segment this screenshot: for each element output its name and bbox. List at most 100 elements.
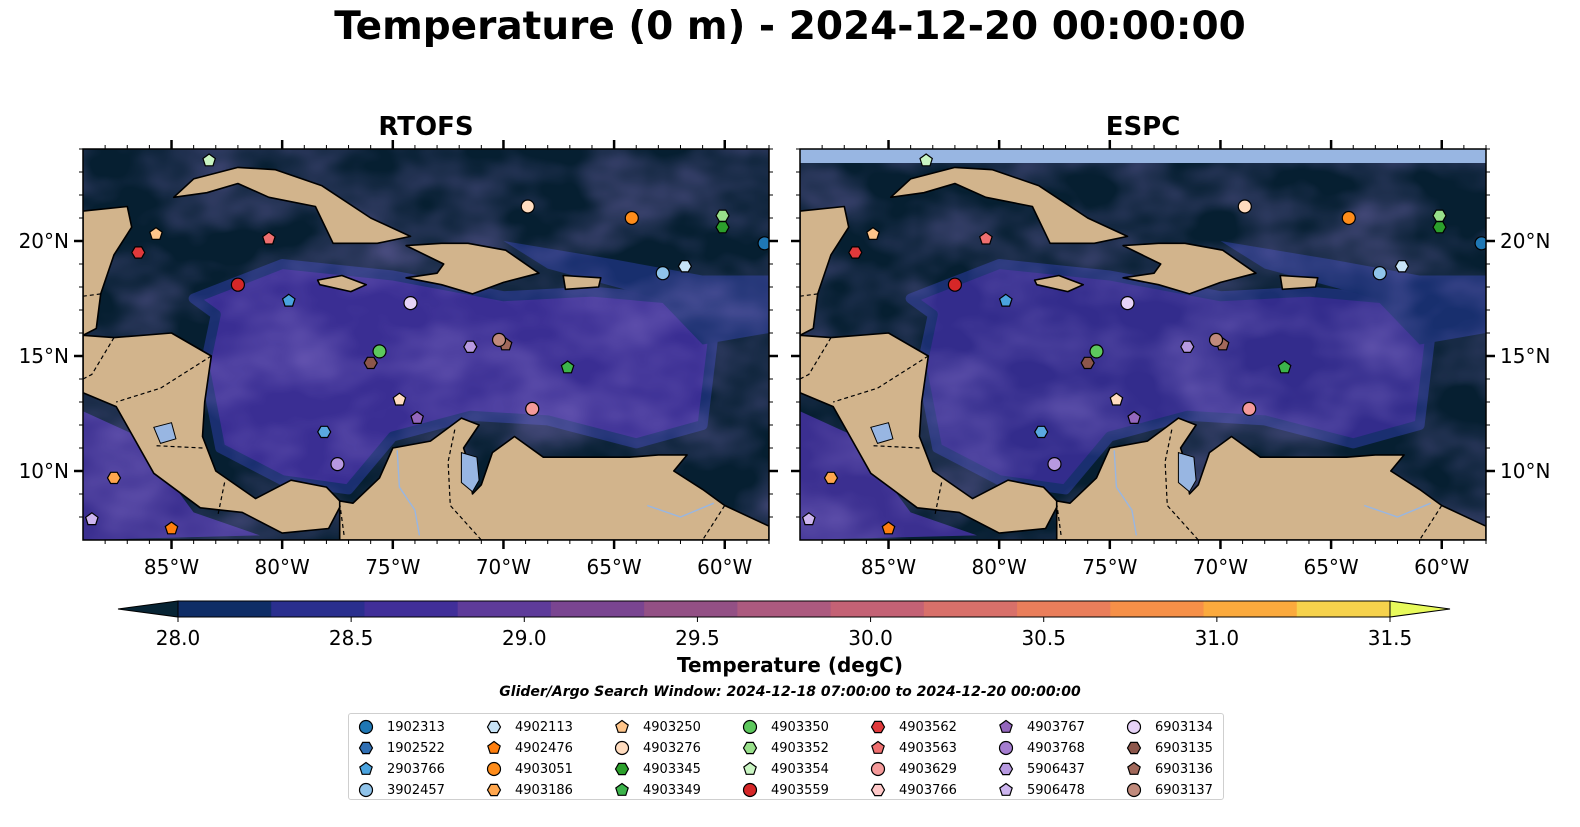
legend-marker-4903354 [743, 761, 757, 775]
country-border [339, 503, 345, 536]
lon-tick-label: 85°W [144, 555, 199, 579]
float-marker-6903134 [1120, 296, 1135, 311]
legend-marker-4902113 [486, 720, 502, 734]
float-marker-6903135 [1080, 356, 1095, 370]
float-marker-4903354 [919, 153, 934, 167]
colorbar: 28.0 28.5 29.0 29.5 30.0 30.5 31.0 31.5 [117, 600, 1451, 650]
lake-polygon [1177, 451, 1197, 493]
legend-marker-icon [615, 782, 629, 796]
legend-label: 6903134 [1155, 719, 1213, 735]
legend-entry-1902522: 1902522 [357, 738, 445, 758]
float-marker-extra-1 [317, 425, 332, 439]
float-marker-6903135 [363, 356, 378, 370]
search-window-text: Glider/Argo Search Window: 2024-12-18 07… [499, 684, 1081, 700]
colorbar-tick-label: 29.0 [502, 626, 547, 650]
colorbar-tick-label: 30.5 [1021, 626, 1066, 650]
legend-label: 4903766 [899, 782, 957, 798]
legend-entry-4902113: 4902113 [485, 717, 573, 737]
float-marker-6903137 [1208, 332, 1224, 347]
map-panel-espc: 85°W 80°W 75°W 70°W 65°W 60°W 10°N 15°N 20°N [791, 140, 1550, 579]
colorbar-segment [178, 601, 272, 617]
legend-entry-4903562: 4903562 [869, 717, 957, 737]
legend-marker-icon [1126, 719, 1142, 735]
legend-entry-4903276: 4903276 [613, 738, 701, 758]
country-border [872, 445, 920, 449]
legend-entry-6903135: 6903135 [1125, 738, 1213, 758]
legend-entry-4903345: 4903345 [613, 759, 701, 779]
float-marker-4903563 [978, 231, 993, 245]
legend-marker-icon [742, 782, 758, 798]
legend-marker-4903562 [870, 720, 886, 734]
float-marker-4903186 [106, 471, 122, 485]
float-marker-1902313 [757, 236, 769, 251]
legend-label: 4903349 [643, 782, 701, 798]
legend-label: 4903562 [899, 719, 957, 735]
lon-tick-label: 75°W [365, 555, 420, 579]
float-marker-4902476 [881, 521, 896, 535]
legend-label: 4903629 [899, 761, 957, 777]
panel-frame [799, 148, 1487, 541]
legend-entry-6903137: 6903137 [1125, 780, 1213, 800]
legend-entry-4903350: 4903350 [741, 717, 829, 737]
legend-entry-4903563: 4903563 [869, 738, 957, 758]
legend-marker-4903352 [742, 741, 758, 755]
colorbar-segment [271, 601, 365, 617]
colorbar-tick-label: 31.5 [1368, 626, 1413, 650]
legend-marker-6903136 [1127, 761, 1141, 775]
legend-label: 4903563 [899, 740, 957, 756]
float-marker-4902476 [164, 521, 179, 535]
legend-marker-4903051 [486, 761, 502, 777]
float-marker-extra-3 [330, 457, 345, 472]
panel-title-rtofs: RTOFS [378, 112, 474, 142]
country-border [1164, 429, 1199, 540]
float-marker-4903629 [525, 401, 540, 416]
float-marker-4903562 [131, 246, 146, 259]
legend-marker-icon [358, 719, 374, 735]
lon-tick-label: 75°W [1082, 555, 1137, 579]
legend-entry-6903134: 6903134 [1125, 717, 1213, 737]
legend-entry-4903349: 4903349 [613, 780, 701, 800]
float-marker-5906437 [1180, 340, 1195, 353]
legend-label: 4903354 [771, 761, 829, 777]
legend-marker-4903766 [870, 783, 886, 797]
no-data-band [800, 149, 1486, 163]
lat-tick-label: 10°N [19, 459, 69, 483]
lon-tick-label: 70°W [476, 555, 531, 579]
legend-entry-4903352: 4903352 [741, 738, 829, 758]
legend-label: 4902113 [515, 719, 573, 735]
float-marker-4903350 [1089, 344, 1104, 359]
legend-marker-icon [1126, 782, 1142, 798]
lon-tick-label: 60°W [1414, 555, 1469, 579]
lon-tick-label: 70°W [1193, 555, 1248, 579]
land-polygon [562, 274, 602, 291]
legend-entry-4903766: 4903766 [869, 780, 957, 800]
float-marker-4903352 [1432, 209, 1447, 222]
legend-marker-6903134 [1126, 719, 1142, 735]
legend-entry-4903767: 4903767 [997, 717, 1085, 737]
land-polygon [889, 166, 1129, 245]
country-border [83, 293, 101, 297]
legend-marker-4903559 [742, 782, 758, 798]
legend-entry-5906478: 5906478 [997, 780, 1085, 800]
float-marker-6903137 [491, 332, 507, 347]
country-border [116, 355, 212, 403]
legend-marker-2903766 [359, 761, 373, 775]
legend-marker-5906437 [998, 762, 1014, 776]
colorbar-segment [1017, 601, 1111, 617]
legend-marker-icon [998, 740, 1014, 756]
legend-label: 4903276 [643, 740, 701, 756]
legend-marker-icon [742, 741, 758, 755]
legend-label: 6903135 [1155, 740, 1213, 756]
colorbar-frame [177, 600, 1391, 618]
lat-tick-label: 15°N [19, 344, 69, 368]
colorbar-extend-low [117, 600, 179, 618]
land-polygon [172, 166, 412, 245]
land-polygon [316, 274, 368, 293]
colorbar-segment [457, 601, 552, 617]
legend-label: 2903766 [387, 761, 445, 777]
legend-marker-4903767 [999, 719, 1013, 733]
lat-tick-label: 15°N [1500, 344, 1550, 368]
legend-marker-icon [358, 782, 374, 798]
figure-title: Temperature (0 m) - 2024-12-20 00:00:00 [334, 4, 1246, 49]
float-marker-4903250 [866, 226, 880, 240]
